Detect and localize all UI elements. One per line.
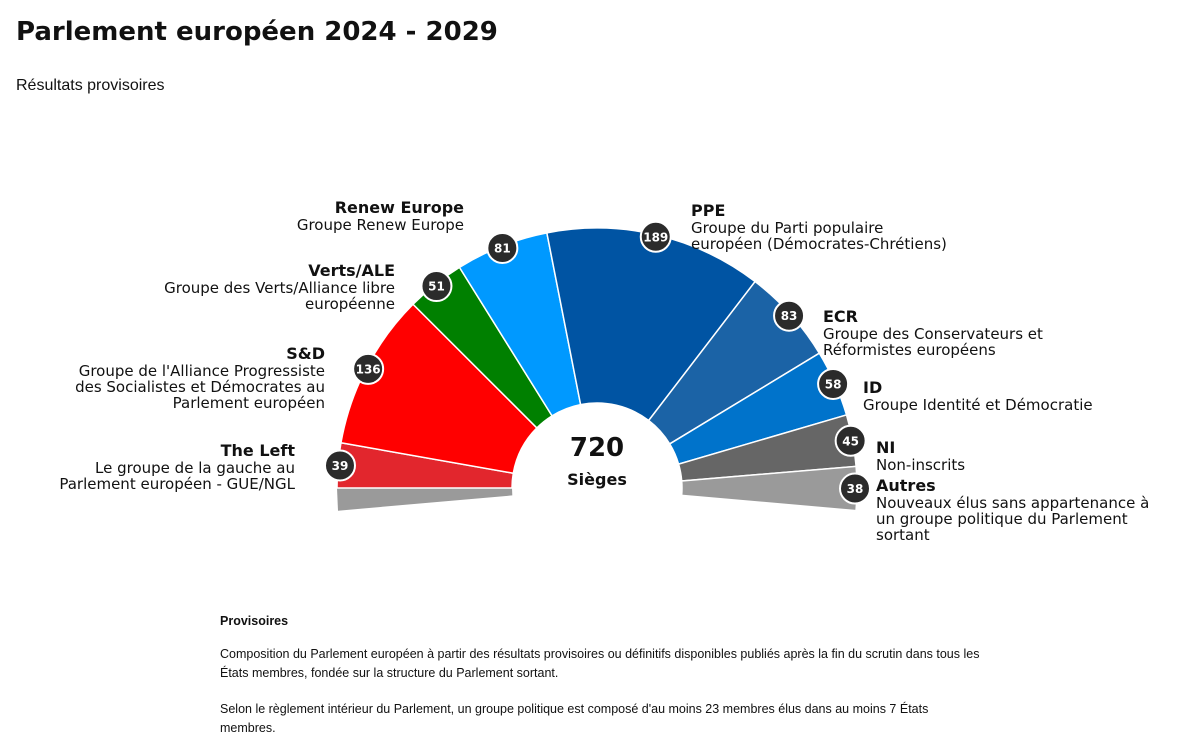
group-description: Le groupe de la gauche au (95, 459, 295, 477)
notes-heading: Provisoires (220, 614, 289, 628)
seat-badge (838, 472, 871, 505)
group-description: sortant (876, 526, 930, 544)
notes-paragraph: Selon le règlement intérieur du Parlemen… (220, 702, 929, 735)
group-name: Renew Europe (335, 198, 464, 217)
seat-count: 81 (494, 241, 511, 255)
group-description: européenne (305, 295, 395, 313)
group-description: Nouveaux élus sans appartenance à (876, 494, 1149, 512)
group-name: NI (876, 438, 895, 457)
seat-slice (340, 303, 538, 475)
seat-count: 38 (847, 482, 864, 496)
seat-count: 83 (781, 309, 798, 323)
total-seats: 720 (570, 433, 624, 463)
group-description: Parlement européen (173, 394, 325, 412)
group-name: ECR (823, 307, 858, 326)
group-name: Verts/ALE (308, 261, 395, 280)
seat-badge (420, 270, 453, 303)
group-description: Groupe Renew Europe (297, 216, 464, 234)
notes: Provisoires Composition du Parlement eur… (220, 612, 980, 755)
seat-badge (352, 352, 385, 385)
seat-badge (486, 231, 519, 264)
chart: Parlement européen 2024 - 2029 Résultats… (16, 17, 1149, 544)
group-description: Réformistes européens (823, 341, 996, 359)
notes-paragraph: Composition du Parlement européen à part… (220, 647, 980, 680)
group-name: Autres (876, 476, 936, 495)
group-description: Groupe des Conservateurs et (823, 325, 1043, 343)
base-shade (337, 488, 513, 511)
group-description: un groupe politique du Parlement (876, 510, 1128, 528)
chart-title: Parlement européen 2024 - 2029 (16, 17, 498, 47)
group-description: Parlement européen - GUE/NGL (59, 475, 295, 493)
seat-count: 45 (842, 434, 859, 448)
group-description: Groupe du Parti populaire (691, 219, 883, 237)
seat-slice (545, 227, 757, 422)
group-name: The Left (221, 441, 296, 460)
seat-badge (817, 367, 850, 400)
seat-badge (639, 220, 672, 253)
group-name: S&D (286, 344, 325, 363)
group-name: ID (863, 378, 882, 397)
seat-badge (834, 424, 867, 457)
group-description: Groupe des Verts/Alliance libre (164, 279, 395, 297)
group-description: des Socialistes et Démocrates au (75, 378, 325, 396)
group-description: Groupe Identité et Démocratie (863, 396, 1093, 414)
seat-count: 136 (356, 362, 381, 376)
group-name: PPE (691, 201, 725, 220)
seat-badge (323, 449, 356, 482)
chart-subtitle: Résultats provisoires (16, 77, 165, 94)
group-description: Groupe de l'Alliance Progressiste (79, 362, 325, 380)
total-label: Sièges (567, 470, 627, 489)
seat-count: 51 (428, 280, 445, 294)
seat-count: 58 (825, 377, 842, 391)
seat-count: 39 (332, 459, 349, 473)
group-description: Non-inscrits (876, 456, 965, 474)
group-description: européen (Démocrates-Chrétiens) (691, 235, 947, 253)
seat-count: 189 (643, 230, 668, 244)
seat-badge (773, 299, 806, 332)
